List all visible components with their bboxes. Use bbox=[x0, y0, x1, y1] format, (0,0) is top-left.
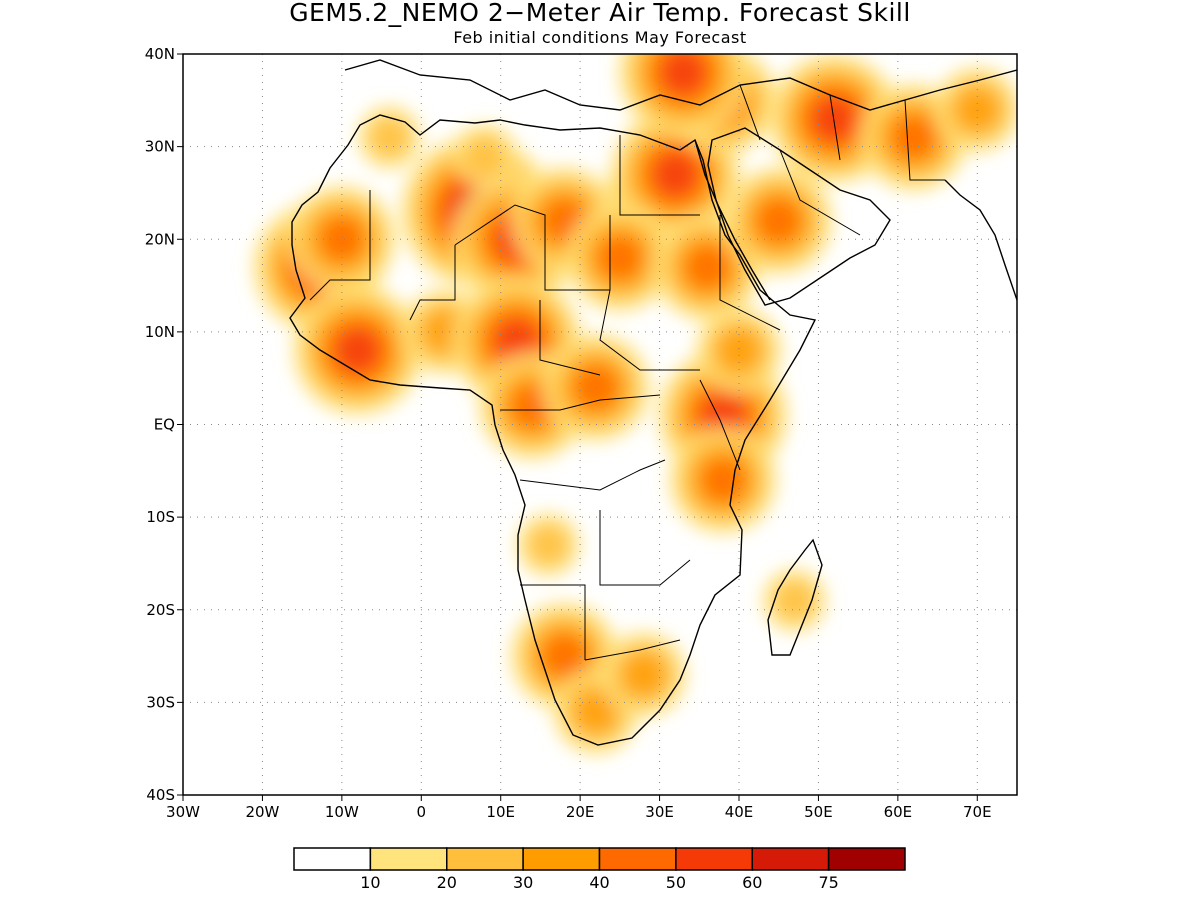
x-tick-label: 20E bbox=[566, 803, 595, 821]
skill-blob bbox=[495, 320, 538, 363]
map-subtitle: Feb initial conditions May Forecast bbox=[453, 28, 747, 47]
red-sea-coast bbox=[694, 139, 771, 301]
skill-blob bbox=[598, 236, 641, 279]
skill-blob bbox=[622, 653, 665, 696]
skill-blob bbox=[336, 329, 379, 372]
map-title: GEM5.2_NEMO 2−Meter Air Temp. Forecast S… bbox=[289, 0, 911, 27]
x-tick-label: 40E bbox=[725, 803, 754, 821]
x-tick-label: 60E bbox=[884, 803, 913, 821]
skill-blob bbox=[575, 690, 618, 733]
skill-blob bbox=[686, 246, 729, 289]
y-tick-label: 40N bbox=[145, 45, 175, 63]
y-tick-label: 40S bbox=[146, 786, 175, 804]
y-tick-label: 30S bbox=[146, 693, 175, 711]
madagascar-coastline bbox=[767, 538, 823, 656]
x-tick-label: 10W bbox=[325, 803, 359, 821]
skill-blob bbox=[813, 97, 856, 140]
india-coastline bbox=[944, 179, 1017, 301]
skill-blob bbox=[543, 635, 586, 678]
x-tick-label: 30W bbox=[166, 803, 200, 821]
y-tick-label: 10N bbox=[145, 323, 175, 341]
y-tick-label: 30N bbox=[145, 138, 175, 156]
x-tick-label: 30E bbox=[645, 803, 674, 821]
skill-blob bbox=[463, 134, 506, 177]
skill-blob bbox=[662, 54, 705, 94]
y-tick-label: EQ bbox=[154, 416, 175, 434]
skill-blob bbox=[527, 523, 570, 566]
skill-blob bbox=[654, 153, 697, 196]
skill-blob bbox=[773, 579, 816, 622]
africa-coastline bbox=[289, 114, 817, 746]
arabia-coastline bbox=[707, 127, 891, 306]
x-tick-label: 10E bbox=[486, 803, 515, 821]
eurasia-coastline bbox=[344, 59, 1017, 111]
x-tick-label: 20W bbox=[245, 803, 279, 821]
skill-blob bbox=[892, 116, 935, 159]
skill-blob bbox=[757, 199, 800, 242]
x-tick-label: 70E bbox=[963, 803, 992, 821]
skill-blob bbox=[718, 329, 760, 372]
country-borders bbox=[309, 84, 945, 661]
skill-blob bbox=[702, 459, 745, 502]
skill-blob bbox=[956, 88, 999, 131]
y-tick-label: 20S bbox=[146, 601, 175, 619]
skill-blob bbox=[368, 116, 411, 159]
y-tick-label: 20N bbox=[145, 230, 175, 248]
skill-blob bbox=[320, 218, 363, 261]
x-tick-label: 0 bbox=[417, 803, 427, 821]
x-tick-label: 50E bbox=[804, 803, 833, 821]
skill-blob bbox=[575, 366, 618, 409]
y-tick-label: 10S bbox=[146, 508, 175, 526]
